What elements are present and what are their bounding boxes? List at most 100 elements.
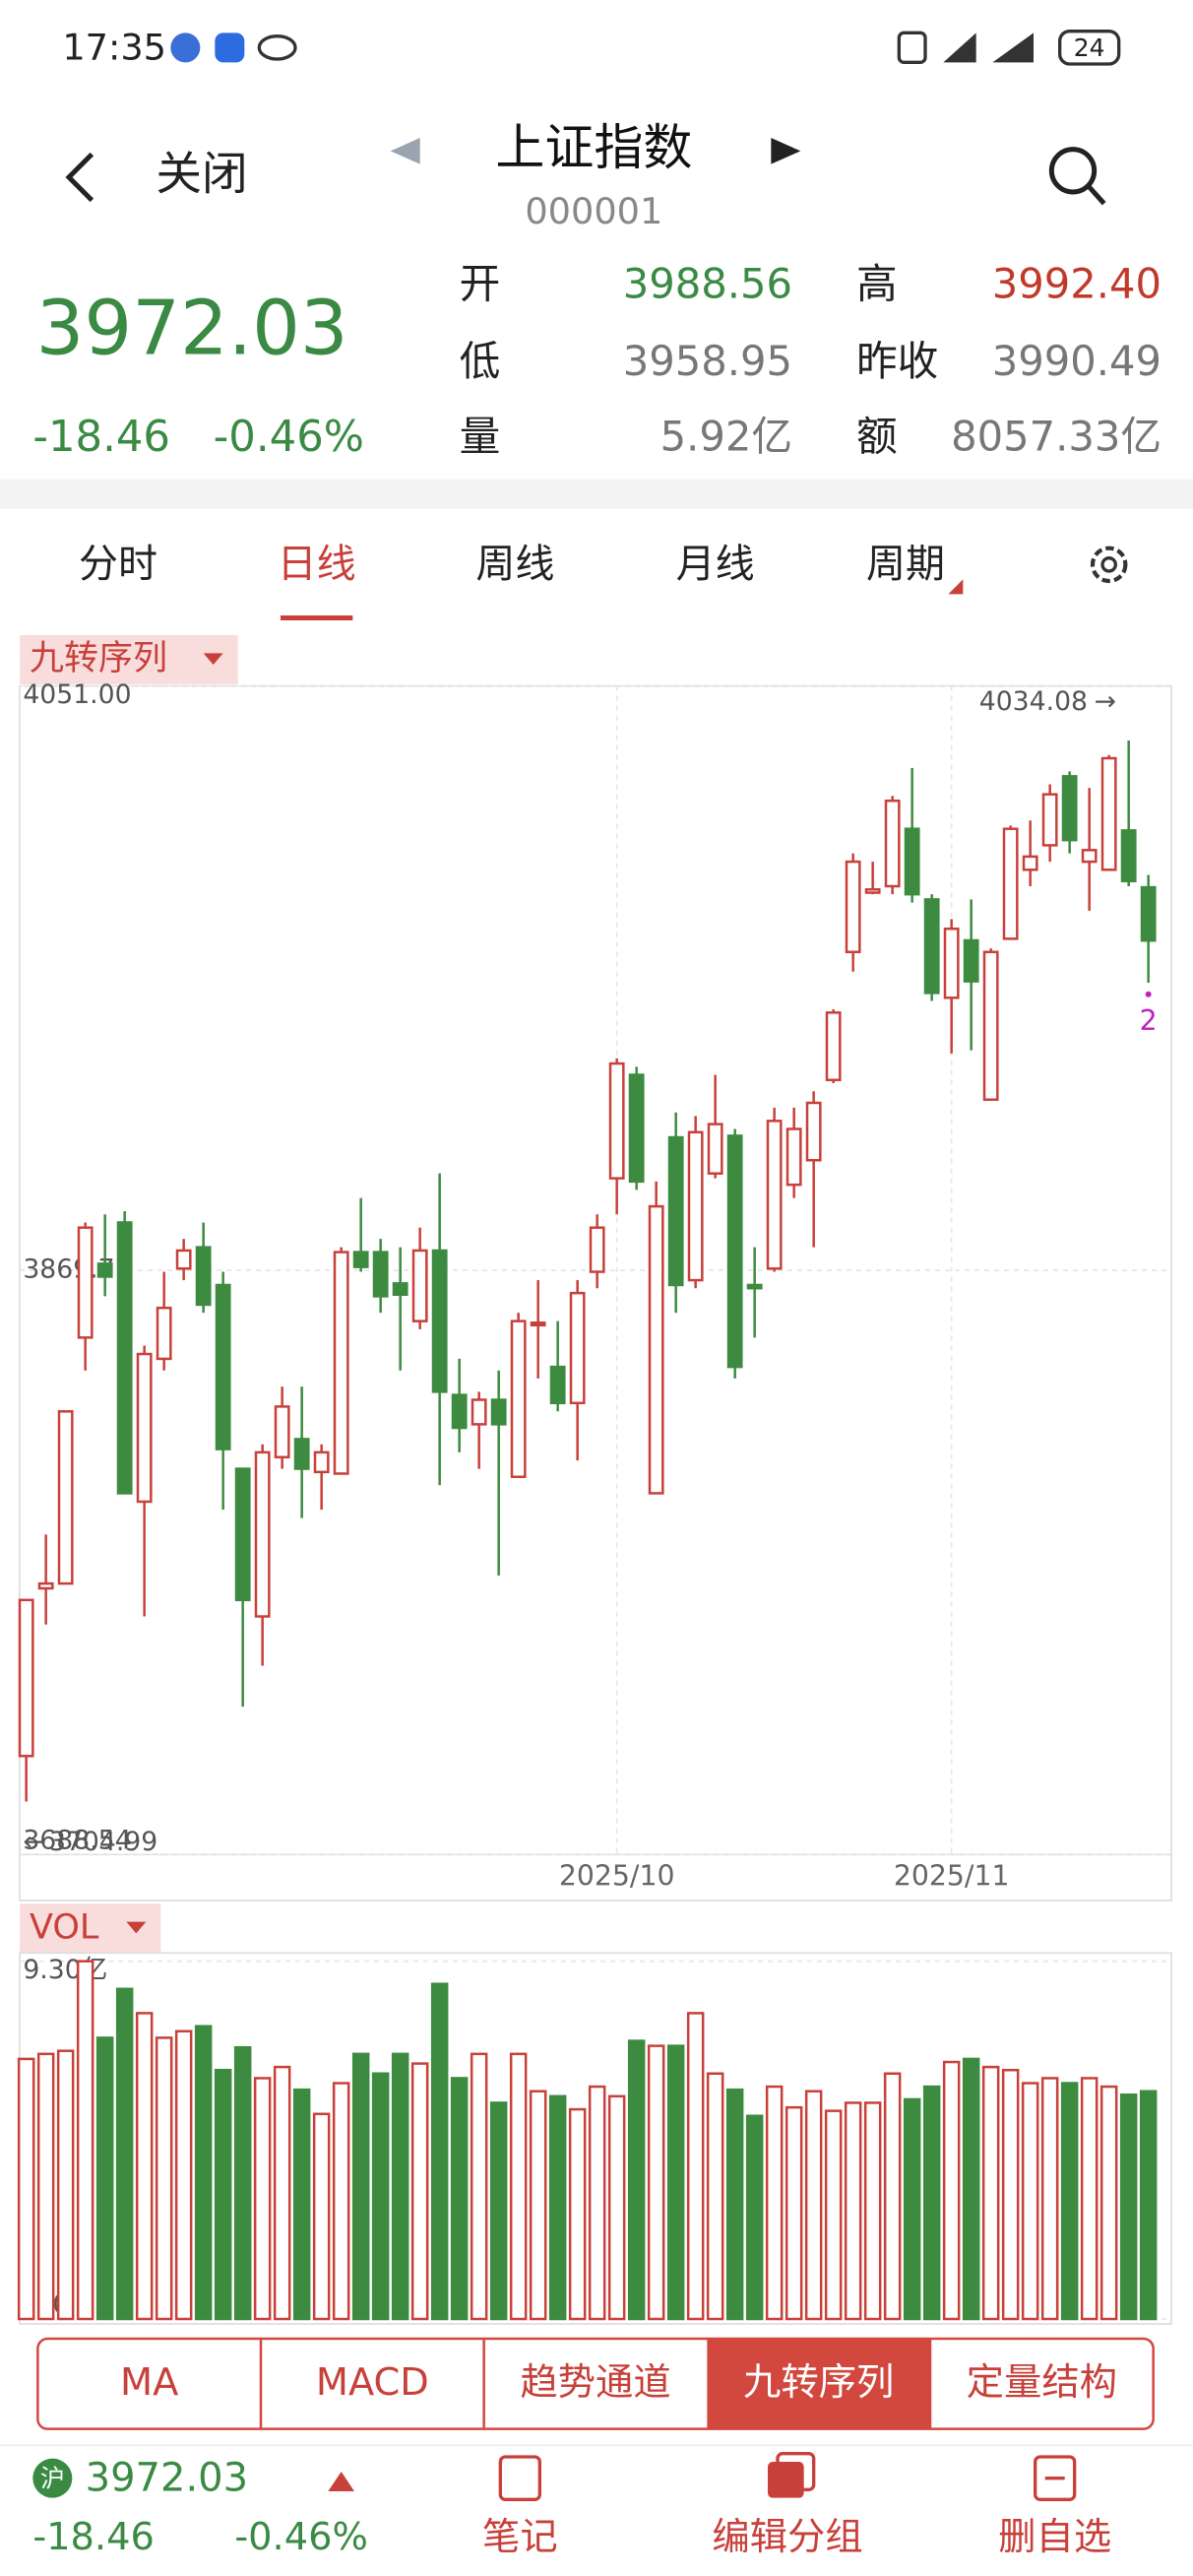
nine-turn-count: 2	[1140, 1004, 1158, 1037]
candle-body	[451, 1393, 468, 1430]
candle-body	[1120, 829, 1137, 883]
candle-body	[18, 1598, 34, 1758]
signal-icon	[943, 32, 1034, 63]
candle-body	[549, 1365, 566, 1405]
candle-body	[96, 1262, 113, 1278]
volume-bar	[883, 2072, 902, 2321]
volume-bar	[509, 2052, 528, 2321]
field-value: 3988.56	[623, 260, 792, 308]
group-icon[interactable]	[768, 2462, 804, 2498]
volume-bar	[647, 2044, 665, 2321]
field-label: 昨收	[856, 337, 938, 385]
indicator-button[interactable]: 定量结构	[967, 2360, 1117, 2405]
field-value: 8057.33亿	[951, 413, 1162, 461]
indicator-buttons: MA MACD 趋势通道 九转序列 定量结构	[120, 2339, 1117, 2429]
candle-body	[884, 799, 901, 888]
search-icon[interactable]	[1048, 147, 1098, 195]
indicator-button[interactable]: 九转序列	[743, 2360, 894, 2405]
close-button[interactable]: 关闭	[156, 149, 247, 202]
volume-bar	[430, 1982, 449, 2321]
volume-bar	[745, 2114, 764, 2321]
candle-body	[37, 1581, 54, 1590]
volume-bar	[942, 2060, 961, 2321]
volume-bar	[76, 1960, 94, 2321]
quote-fields: 开 3988.56 高 3992.40 低 3958.95 昨收 3990.49 量 5.92亿 额…	[460, 260, 1162, 461]
dropdown-arrow	[126, 1921, 147, 1934]
candle-body	[845, 860, 861, 954]
volume-bar	[489, 2101, 508, 2321]
field-label: 量	[460, 413, 501, 461]
candle-body	[923, 898, 940, 995]
candle-body	[411, 1249, 428, 1322]
volume-bar	[155, 2036, 173, 2321]
indicator-button[interactable]: MACD	[316, 2360, 429, 2405]
candle-body	[175, 1249, 192, 1270]
prev-arrow[interactable]	[390, 138, 420, 164]
footer-change: -18.46	[32, 2515, 155, 2559]
period-tab[interactable]: 周线	[475, 542, 554, 587]
candle-body	[333, 1251, 349, 1475]
vol-label: VOL	[30, 1907, 99, 1947]
indicator-badge[interactable]	[20, 635, 238, 685]
candle-body	[746, 1283, 763, 1290]
indicator-button[interactable]: 趋势通道	[520, 2360, 670, 2405]
volume-bar	[1001, 2068, 1020, 2321]
field-value: 5.92亿	[660, 413, 792, 461]
y-tick-label: 4051.00	[23, 679, 131, 710]
volume-bar	[312, 2112, 331, 2321]
field-value: 3992.40	[992, 260, 1162, 308]
settings-icon-core	[1100, 556, 1117, 573]
candle-body	[648, 1204, 664, 1495]
nine-turn-dot	[1145, 991, 1152, 998]
candle-body	[77, 1226, 94, 1339]
volume-bar	[36, 2052, 55, 2321]
candle-body	[825, 1011, 842, 1081]
period-tab[interactable]: 日线	[278, 542, 356, 587]
candle-body	[116, 1221, 133, 1495]
volume-bar	[1021, 2082, 1039, 2321]
candle-body	[1081, 849, 1098, 864]
footer-action[interactable]: 笔记	[482, 2515, 558, 2559]
footer-price: 3972.03	[86, 2455, 248, 2500]
volume-bar	[627, 2039, 646, 2321]
period-tab[interactable]: 分时	[79, 542, 157, 587]
indicator-button[interactable]: MA	[120, 2360, 178, 2405]
candle-body	[982, 950, 999, 1101]
candle-body	[431, 1249, 448, 1393]
battery-level: 24	[1074, 33, 1105, 62]
indicator-active-bg	[707, 2339, 930, 2429]
note-icon[interactable]	[498, 2455, 541, 2501]
period-tab[interactable]: 周期	[866, 542, 945, 587]
period-tab[interactable]: 月线	[676, 542, 755, 587]
status-time: 17:35	[62, 27, 166, 69]
candle-body	[963, 938, 979, 983]
volume-bar	[332, 2082, 350, 2321]
indicator-label: 九转序列	[30, 639, 167, 678]
footer-action[interactable]: 编辑分组	[712, 2515, 862, 2559]
candle-body	[904, 827, 920, 896]
delete-icon[interactable]	[1033, 2455, 1077, 2501]
volume-bar	[548, 2094, 567, 2321]
back-icon[interactable]	[65, 152, 94, 203]
candle-body	[156, 1306, 172, 1361]
volume-bar	[844, 2101, 862, 2321]
settings-icon[interactable]	[1090, 546, 1128, 584]
status-icon	[897, 31, 927, 65]
volume-bar	[666, 2044, 685, 2321]
candle-body	[667, 1135, 684, 1287]
volume-bar	[903, 2097, 921, 2321]
charts: 4051.00 3869.77 3688.54 2025/10 2025/11 4034.…	[17, 679, 1171, 2321]
candle-body	[864, 888, 881, 894]
volume-bar	[194, 2025, 213, 2321]
field-label: 额	[856, 413, 898, 461]
next-arrow[interactable]	[771, 138, 801, 164]
index-title: 上证指数	[495, 119, 692, 176]
candle-body	[628, 1073, 645, 1184]
candle-body	[1061, 775, 1078, 842]
candle-body	[254, 1450, 271, 1618]
volume-bar	[174, 2029, 193, 2321]
footer-action[interactable]: 删自选	[998, 2515, 1111, 2559]
candle-body	[215, 1283, 231, 1450]
y-tick-label: 3869.77	[23, 1255, 131, 1285]
